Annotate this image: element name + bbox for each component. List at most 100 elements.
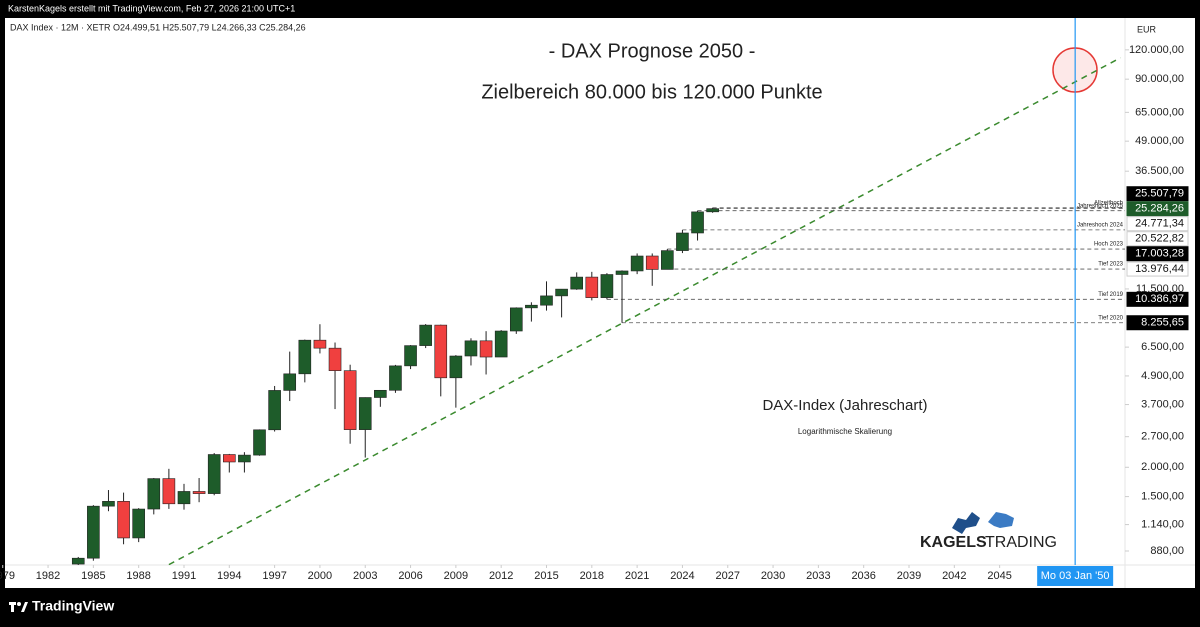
price-box: [1126, 186, 1189, 202]
price-label: 24.771,34: [1135, 218, 1184, 230]
candle-body: [419, 324, 432, 346]
x-tick-label: 2015: [534, 570, 558, 582]
level-note: Tief 2019: [1098, 292, 1123, 298]
y-tick-label: 1.140,00: [1141, 519, 1184, 531]
candle-body: [268, 390, 281, 431]
candle-body: [615, 270, 629, 275]
candle-body: [509, 307, 523, 332]
price-label: 10.386,97: [1135, 293, 1184, 305]
x-tick-label: 1979: [0, 570, 15, 582]
candle-body: [207, 454, 221, 494]
candle-body: [343, 370, 357, 430]
footer-logo: [9, 602, 28, 612]
y-tick-label: 65.000,00: [1135, 106, 1184, 118]
x-tick-label: 1982: [36, 570, 60, 582]
x-tick-label: 2021: [625, 570, 649, 582]
candle-body: [298, 339, 312, 375]
candle-body: [661, 250, 674, 270]
candle-body: [525, 304, 538, 309]
candle-body: [645, 255, 659, 270]
price-box: [1126, 201, 1189, 217]
price-box: [1126, 291, 1189, 307]
candle-body: [434, 324, 448, 379]
candle-body: [238, 454, 251, 463]
y-tick-label: 880,00: [1150, 545, 1184, 557]
price-box: [1126, 315, 1189, 331]
cursor-box: [1037, 566, 1114, 586]
y-tick-label: 2.000,00: [1141, 461, 1184, 473]
plot: [71, 57, 1125, 565]
x-tick-label: 1997: [262, 570, 286, 582]
price-box: [1126, 231, 1189, 247]
level-note: Jahreshoch 2025: [1077, 203, 1124, 209]
candle-body: [585, 276, 599, 298]
y-tick-label: 36.500,00: [1135, 165, 1184, 177]
price-label: 17.003,28: [1135, 248, 1184, 260]
y-tick-label: 90.000,00: [1135, 73, 1184, 85]
candle-body: [706, 208, 719, 213]
x-tick-label: 2045: [987, 570, 1011, 582]
logo-icon: [952, 512, 1014, 534]
price-label: 25.507,79: [1135, 188, 1184, 200]
level-note: Hoch 2023: [1094, 242, 1124, 248]
candle-body: [177, 491, 191, 505]
level-note: Allzeithoch: [1094, 200, 1123, 206]
level-note: Tief 2020: [1098, 315, 1123, 321]
candle-body: [132, 508, 145, 539]
candle-body: [630, 255, 644, 272]
candle-body: [479, 340, 493, 358]
logo-text: KAGELS: [920, 534, 987, 551]
chart-title: - DAX Prognose 2050 -: [549, 40, 756, 62]
y-tick-label: 4.900,00: [1141, 370, 1184, 382]
candle-body: [162, 478, 176, 505]
annotation-note: Logarithmische Skalierung: [798, 427, 892, 436]
candle-body: [71, 557, 85, 565]
x-tick-label: 1991: [172, 570, 196, 582]
x-tick-label: 2033: [806, 570, 830, 582]
y-tick-label: 2.700,00: [1141, 431, 1184, 443]
price-label: 8.255,65: [1141, 317, 1184, 329]
y-tick-label: 49.000,00: [1135, 135, 1184, 147]
candle-body: [87, 505, 100, 559]
footer-brand: TradingView: [32, 598, 114, 614]
candle-body: [389, 365, 402, 391]
candle-body: [540, 295, 553, 306]
trendline: [168, 57, 1121, 565]
candle-body: [313, 339, 327, 349]
x-tick-label: 2018: [580, 570, 604, 582]
price-box: [1126, 246, 1189, 262]
level-note: Tief 2023: [1098, 262, 1123, 268]
candle-body: [691, 211, 704, 234]
chart-subtitle: Zielbereich 80.000 bis 120.000 Punkte: [481, 81, 822, 103]
x-tick-label: 2012: [489, 570, 513, 582]
y-tick-label: 1.500,00: [1141, 491, 1184, 503]
price-label: 20.522,82: [1135, 233, 1184, 245]
price-box: [1126, 261, 1189, 277]
candle-body: [102, 501, 115, 507]
price-label: 25.284,26: [1135, 203, 1184, 215]
candle-body: [328, 347, 342, 371]
x-tick-label: 1994: [217, 570, 241, 582]
y-tick-label: 6.500,00: [1141, 341, 1184, 353]
chart-header: DAX Index · 12M · XETR O24.499,51 H25.50…: [10, 22, 306, 32]
candle-body: [555, 288, 568, 297]
price-label: 13.976,44: [1135, 263, 1184, 275]
candle-body: [192, 491, 206, 494]
top-caption: KarstenKagels erstellt mit TradingView.c…: [8, 3, 295, 13]
x-tick-label: 2036: [851, 570, 875, 582]
level-note: Jahreshoch 2024: [1077, 222, 1124, 228]
cursor-label: Mo 03 Jan '50: [1041, 570, 1110, 582]
y-tick-label: 120.000,00: [1129, 44, 1184, 56]
candle-body: [676, 232, 689, 251]
candle-body: [147, 478, 161, 510]
candle-body: [570, 276, 584, 290]
candle-body: [117, 501, 130, 539]
candle-body: [600, 274, 614, 298]
candle-body: [449, 355, 463, 379]
x-tick-label: 1988: [126, 570, 150, 582]
logo-text: TRADING: [985, 534, 1057, 551]
x-tick-label: 2027: [716, 570, 740, 582]
x-tick-label: 2003: [353, 570, 377, 582]
x-tick-label: 2006: [398, 570, 422, 582]
